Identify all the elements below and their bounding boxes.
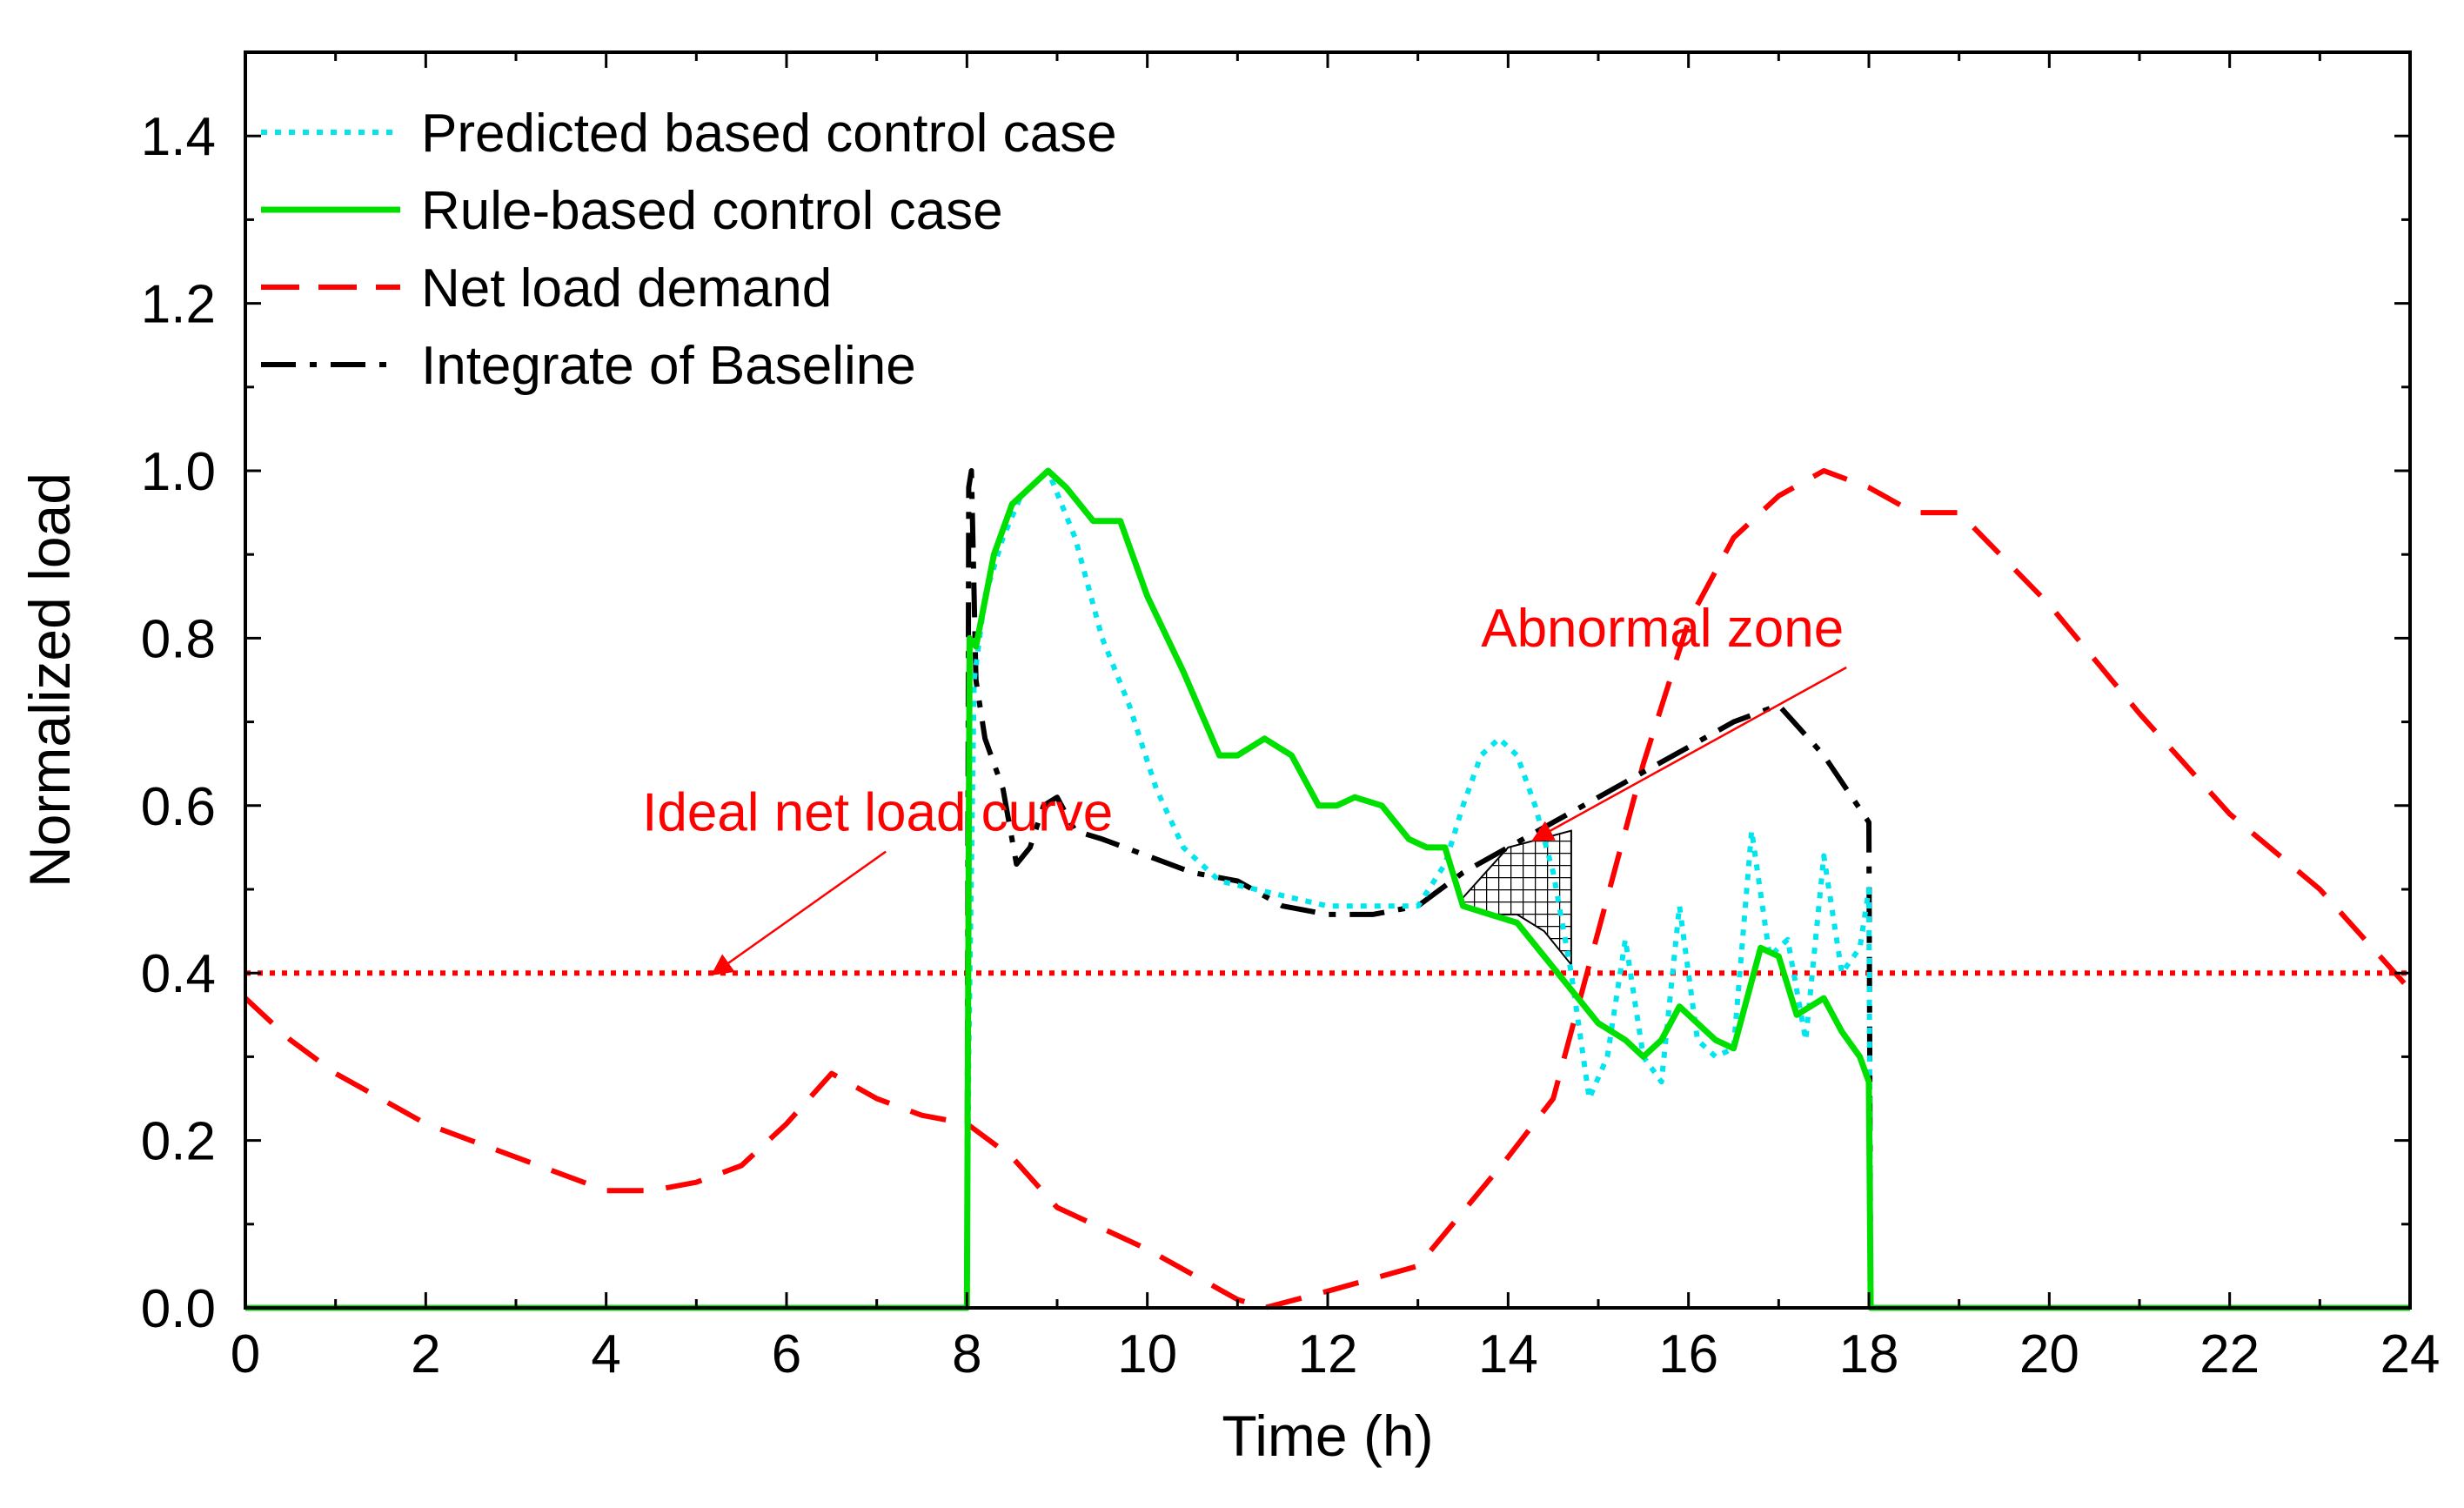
x-tick-label: 24: [2380, 1324, 2441, 1384]
x-tick-label: 12: [1298, 1324, 1358, 1384]
y-tick-label: 0.8: [141, 609, 216, 669]
annotation-text-0: Abnormal zone: [1481, 599, 1844, 659]
x-axis-title: Time (h): [1222, 1404, 1433, 1468]
x-tick-label: 22: [2200, 1324, 2260, 1384]
series-line-2: [243, 468, 2413, 1310]
y-tick-label: 0.4: [141, 944, 216, 1004]
y-axis-title: Normalized load: [17, 473, 82, 888]
series-layer: [243, 467, 2413, 1311]
y-tick-label: 0.0: [141, 1279, 216, 1339]
annotation-arrow-0: [1531, 666, 1847, 841]
tick-layer: [244, 50, 2412, 1310]
x-tick-label: 20: [2019, 1324, 2079, 1384]
label-layer: 0 2 4 6 8 10 12 14 16 18 20 22 240.00.20.40.60.81.01…: [141, 107, 2441, 1384]
x-tick-label: 10: [1117, 1324, 1177, 1384]
series-line-3: [245, 468, 2410, 1310]
y-tick-label: 1.4: [141, 107, 216, 167]
x-tick-label: 4: [591, 1324, 620, 1384]
legend-label-1: Rule-based control case: [421, 181, 1003, 241]
x-tick-label: 16: [1658, 1324, 1718, 1384]
y-tick-label: 0.6: [141, 777, 216, 837]
annotation-text-1: Ideal net load curve: [642, 783, 1113, 843]
x-tick-label: 0: [231, 1324, 260, 1384]
legend-label-2: Net load demand: [421, 258, 832, 318]
annotation-arrow-1: [710, 850, 887, 976]
legend-label-3: Integrate of Baseline: [421, 336, 916, 396]
x-tick-label: 8: [952, 1324, 981, 1384]
series-line-0: [245, 468, 2410, 1310]
abnormal-zone-hatch: [1462, 829, 1572, 968]
x-tick-label: 2: [411, 1324, 440, 1384]
series-line-1: [245, 467, 2410, 1311]
annotation-layer: Abnormal zone Ideal net load curve: [642, 599, 1847, 976]
hatch-layer: [1462, 829, 1572, 968]
x-tick-label: 6: [772, 1324, 801, 1384]
y-tick-label: 1.0: [141, 442, 216, 502]
y-tick-label: 0.2: [141, 1112, 216, 1172]
x-tick-label: 18: [1839, 1324, 1899, 1384]
y-tick-label: 1.2: [141, 275, 216, 335]
x-tick-label: 14: [1478, 1324, 1538, 1384]
legend-label-0: Predicted based control case: [421, 104, 1117, 164]
legend: Predicted based control case Rule-based c…: [261, 104, 1117, 396]
